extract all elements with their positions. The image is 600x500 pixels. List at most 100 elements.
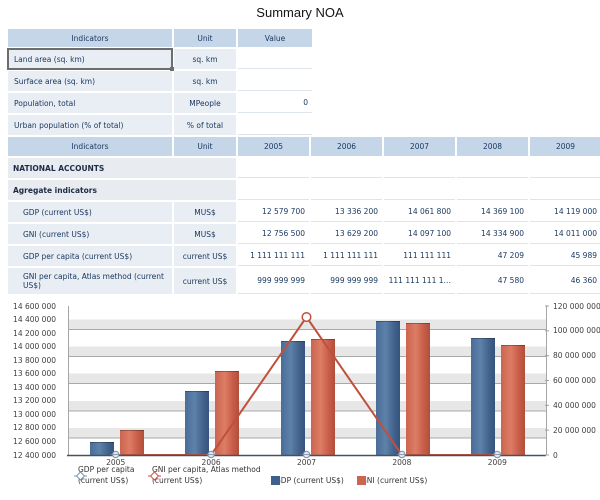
column-header[interactable]: 2008	[457, 137, 528, 156]
unit-cell[interactable]: MUS$	[174, 224, 236, 244]
legend-item[interactable]: GDP (current US$)	[271, 475, 344, 486]
value-cell[interactable]: 14 334 900	[457, 224, 528, 244]
value-cell[interactable]	[311, 158, 382, 178]
unit-cell[interactable]: % of total	[174, 115, 236, 135]
section-header-cell[interactable]: NATIONAL ACCOUNTS	[8, 158, 236, 178]
left-axis-tick-label[interactable]: 12 600 000	[13, 436, 56, 446]
indicator-cell[interactable]: GDP (current US$)	[8, 202, 172, 222]
gni-bar-2005[interactable]	[119, 430, 144, 455]
value-cell[interactable]	[530, 180, 600, 200]
value-cell[interactable]: 14 119 000	[530, 202, 600, 222]
column-header[interactable]: Unit	[174, 29, 236, 47]
left-axis-tick-label[interactable]: 13 800 000	[13, 355, 56, 365]
value-cell[interactable]: 47 209	[457, 246, 528, 266]
value-cell[interactable]	[384, 158, 455, 178]
value-cell[interactable]	[457, 180, 528, 200]
x-axis-year-label[interactable]: 2008	[392, 458, 412, 467]
gni-bar-2008[interactable]	[405, 323, 430, 455]
value-cell[interactable]	[238, 49, 312, 69]
legend-item[interactable]: GNI (current US$)	[357, 475, 427, 486]
indicator-cell[interactable]: GDP per capita (current US$)	[8, 246, 172, 266]
column-header[interactable]: Indicators	[8, 29, 172, 47]
column-header[interactable]: Indicators	[8, 137, 172, 156]
left-axis-tick-label[interactable]: 13 200 000	[13, 396, 56, 406]
right-axis-tick-label[interactable]: 60 000 000	[553, 376, 596, 385]
left-axis-tick-label[interactable]: 14 600 000	[13, 301, 56, 311]
x-axis-year-label[interactable]: 2005	[106, 458, 126, 467]
value-cell[interactable]	[238, 180, 309, 200]
left-axis-tick-label[interactable]: 12 800 000	[13, 423, 56, 433]
value-cell[interactable]	[384, 180, 455, 200]
value-cell[interactable]: 1 111 111 111	[311, 246, 382, 266]
legend-item[interactable]: GDP per capita (current US$)	[74, 464, 134, 486]
unit-cell[interactable]: current US$	[174, 268, 236, 294]
value-cell[interactable]	[238, 71, 312, 91]
unit-cell[interactable]: current US$	[174, 246, 236, 266]
value-cell[interactable]: 47 580	[457, 268, 528, 294]
left-axis-tick-label[interactable]: 12 400 000	[13, 450, 56, 460]
right-axis-tick-label[interactable]: 40 000 000	[553, 400, 596, 410]
value-cell[interactable]	[238, 115, 312, 135]
right-axis-tick-label[interactable]: 20 000 000	[553, 425, 596, 435]
left-axis-tick-label[interactable]: 14 400 000	[13, 315, 56, 325]
unit-cell[interactable]: sq. km	[174, 49, 236, 69]
column-header[interactable]: 2007	[384, 137, 455, 156]
value-cell[interactable]: 0	[238, 93, 312, 113]
value-cell[interactable]: 999 999 999	[238, 268, 309, 294]
left-axis-tick-label[interactable]: 14 200 000	[13, 328, 56, 338]
unit-cell[interactable]: MPeople	[174, 93, 236, 113]
value-cell[interactable]: 45 989	[530, 246, 600, 266]
value-cell[interactable]	[457, 158, 528, 178]
indicator-cell[interactable]: GNI (current US$)	[8, 224, 172, 244]
left-axis-tick-label[interactable]: 14 000 000	[13, 342, 56, 352]
column-header[interactable]: 2009	[530, 137, 600, 156]
column-header[interactable]: Unit	[174, 137, 236, 156]
indicator-cell[interactable]: Population, total	[8, 93, 172, 113]
value-cell[interactable]: 14 097 100	[384, 224, 455, 244]
value-cell[interactable]: 999 999 999	[311, 268, 382, 294]
value-cell[interactable]	[311, 180, 382, 200]
unit-cell[interactable]: MUS$	[174, 202, 236, 222]
indicator-cell[interactable]: Surface area (sq. km)	[8, 71, 172, 91]
right-axis-tick-label[interactable]: 120 000 000	[553, 301, 600, 311]
indicator-cell[interactable]: Land area (sq. km)	[7, 48, 174, 71]
value-cell[interactable]: 111 111 111 1…	[384, 268, 455, 294]
indicator-cell[interactable]: Urban population (% of total)	[8, 115, 172, 135]
column-header[interactable]: Value	[238, 29, 312, 47]
right-axis-tick-label[interactable]: 0	[553, 450, 558, 460]
gni-bar-2007[interactable]	[310, 339, 335, 455]
fill-handle[interactable]	[170, 67, 174, 71]
section-header-cell[interactable]: Agregate indicators	[8, 180, 236, 200]
left-axis-tick-label[interactable]: 13 000 000	[13, 409, 56, 419]
value-cell[interactable]: 46 360	[530, 268, 600, 294]
left-axis-tick-label[interactable]: 13 400 000	[13, 382, 56, 392]
right-axis-tick-label[interactable]: 80 000 000	[553, 351, 596, 361]
value-cell[interactable]: 14 369 100	[457, 202, 528, 222]
left-axis-tick-label[interactable]: 13 600 000	[13, 369, 56, 379]
value-cell[interactable]: 14 061 800	[384, 202, 455, 222]
gni-bar-2006[interactable]	[215, 371, 240, 455]
gdp-bar-2009[interactable]	[471, 338, 496, 455]
x-axis-year-label[interactable]: 2009	[487, 458, 507, 467]
gdp-bar-2007[interactable]	[280, 341, 305, 455]
value-cell[interactable]: 111 111 111	[384, 246, 455, 266]
legend-item[interactable]: GNI per capita, Atlas method (current US…	[148, 464, 261, 486]
unit-cell[interactable]: sq. km	[174, 71, 236, 91]
gdp-bar-2006[interactable]	[185, 391, 210, 455]
gdp-bar-2008[interactable]	[375, 321, 400, 455]
column-header[interactable]: 2006	[311, 137, 382, 156]
value-cell[interactable]: 13 336 200	[311, 202, 382, 222]
value-cell[interactable]: 12 579 700	[238, 202, 309, 222]
value-cell[interactable]: 1 111 111 111	[238, 246, 309, 266]
x-axis-year-label[interactable]: 2006	[201, 458, 221, 467]
value-cell[interactable]: 14 011 000	[530, 224, 600, 244]
indicator-cell[interactable]: GNI per capita, Atlas method (current US…	[8, 268, 172, 294]
right-axis-tick-label[interactable]: 100 000 000	[553, 326, 600, 336]
gni-bar-2009[interactable]	[501, 345, 526, 455]
gdp-bar-2005[interactable]	[89, 442, 114, 455]
value-cell[interactable]	[238, 158, 309, 178]
column-header[interactable]: 2005	[238, 137, 309, 156]
value-cell[interactable]: 13 629 200	[311, 224, 382, 244]
value-cell[interactable]	[530, 158, 600, 178]
chart-area[interactable]: GDP per capita (current US$) GNI per cap…	[0, 298, 600, 500]
